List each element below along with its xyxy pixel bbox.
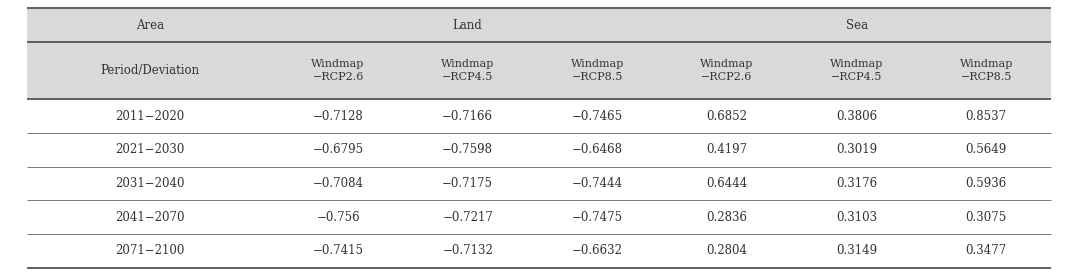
Text: −0.7444: −0.7444 [571, 177, 623, 190]
Text: −0.6632: −0.6632 [571, 244, 623, 258]
Text: 0.3075: 0.3075 [966, 211, 1007, 224]
Text: 0.3019: 0.3019 [837, 143, 877, 156]
Bar [27, 133, 1051, 167]
Text: −0.7415: −0.7415 [313, 244, 363, 258]
Text: 0.6852: 0.6852 [706, 110, 747, 123]
Text: 0.2836: 0.2836 [706, 211, 747, 224]
Text: 0.3806: 0.3806 [837, 110, 877, 123]
Text: 2071−2100: 2071−2100 [115, 244, 184, 258]
Text: −0.7128: −0.7128 [313, 110, 363, 123]
Text: Land: Land [453, 18, 483, 32]
Text: −0.7166: −0.7166 [442, 110, 494, 123]
Text: 0.3477: 0.3477 [966, 244, 1007, 258]
Text: −0.7084: −0.7084 [313, 177, 363, 190]
Text: Windmap
−RCP4.5: Windmap −RCP4.5 [441, 59, 495, 82]
Text: 0.3176: 0.3176 [837, 177, 877, 190]
Text: Windmap
−RCP8.5: Windmap −RCP8.5 [570, 59, 624, 82]
Text: Sea: Sea [845, 18, 868, 32]
Text: Windmap
−RCP4.5: Windmap −RCP4.5 [830, 59, 883, 82]
Text: −0.7465: −0.7465 [571, 110, 623, 123]
Text: 2021−2030: 2021−2030 [115, 143, 184, 156]
Text: −0.7217: −0.7217 [442, 211, 493, 224]
Text: −0.7132: −0.7132 [442, 244, 493, 258]
Bar [27, 234, 1051, 268]
Text: Windmap
−RCP2.6: Windmap −RCP2.6 [312, 59, 364, 82]
Text: 0.2804: 0.2804 [706, 244, 747, 258]
Text: Windmap
−RCP2.6: Windmap −RCP2.6 [701, 59, 754, 82]
Text: 0.5936: 0.5936 [966, 177, 1007, 190]
Text: −0.7598: −0.7598 [442, 143, 494, 156]
Text: Windmap
−RCP8.5: Windmap −RCP8.5 [959, 59, 1013, 82]
Bar [27, 8, 1051, 42]
Bar [27, 167, 1051, 200]
Text: Area: Area [136, 18, 164, 32]
Text: −0.756: −0.756 [316, 211, 360, 224]
Text: 2031−2040: 2031−2040 [115, 177, 184, 190]
Text: −0.7475: −0.7475 [571, 211, 623, 224]
Text: 2041−2070: 2041−2070 [115, 211, 184, 224]
Text: Period/Deviation: Period/Deviation [100, 64, 199, 77]
Text: 0.3103: 0.3103 [837, 211, 877, 224]
Bar [27, 200, 1051, 234]
Text: 0.4197: 0.4197 [706, 143, 747, 156]
Text: 0.8537: 0.8537 [966, 110, 1007, 123]
Bar [27, 42, 1051, 99]
Bar [27, 99, 1051, 133]
Text: 0.6444: 0.6444 [706, 177, 747, 190]
Text: −0.6468: −0.6468 [571, 143, 623, 156]
Text: 0.5649: 0.5649 [966, 143, 1007, 156]
Text: −0.6795: −0.6795 [313, 143, 363, 156]
Text: −0.7175: −0.7175 [442, 177, 494, 190]
Text: 0.3149: 0.3149 [837, 244, 877, 258]
Text: 2011−2020: 2011−2020 [115, 110, 184, 123]
